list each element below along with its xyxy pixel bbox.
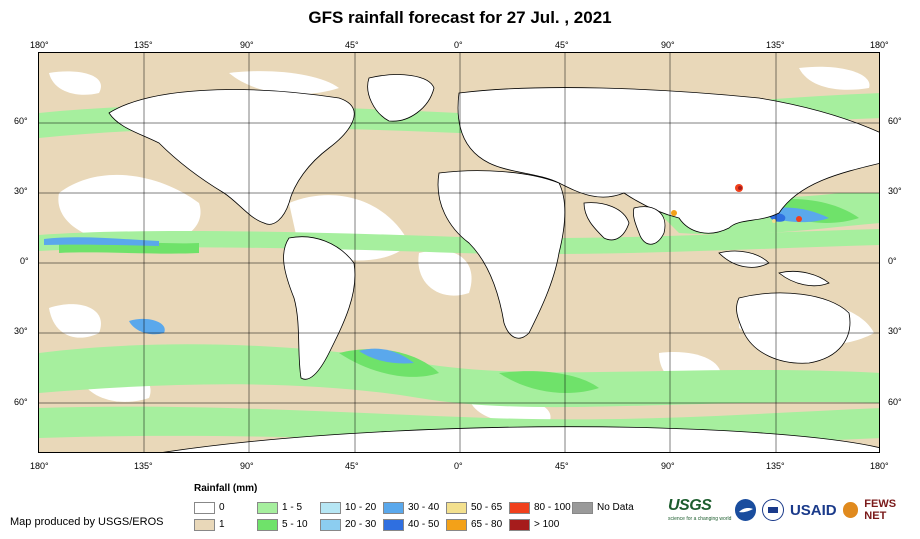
lon-tick-top: 180° (30, 40, 49, 50)
lon-tick-bottom: 135° (134, 461, 153, 471)
legend-swatch (572, 501, 593, 514)
usgs-logo-text: USGS (668, 497, 712, 514)
lat-tick-right: 60° (888, 397, 902, 407)
legend-item: 10 - 20 (320, 499, 383, 516)
lat-tick-right: 30° (888, 326, 902, 336)
lat-tick-right: 30° (888, 186, 902, 196)
noaa-bird-icon (738, 508, 753, 513)
legend-label: > 100 (534, 519, 560, 530)
lat-tick-right: 60° (888, 116, 902, 126)
lon-tick-bottom: 90° (661, 461, 675, 471)
lon-tick-top: 90° (240, 40, 254, 50)
legend-item: 1 - 5 (257, 499, 320, 516)
rain-bands-blue (44, 207, 829, 364)
legend-item: 0 (194, 499, 257, 516)
legend-swatch (509, 518, 530, 531)
graticule (39, 53, 879, 452)
map-title: GFS rainfall forecast for 27 Jul. , 2021 (308, 8, 612, 27)
lon-tick-bottom: 180° (870, 461, 889, 471)
lon-tick-top: 45° (555, 40, 569, 50)
legend-swatch (509, 501, 530, 514)
legend-item: > 100 (509, 516, 572, 533)
noaa-logo (734, 499, 757, 521)
legend: 0 1 - 5 10 - 20 30 - 40 50 - 65 80 - 100… (194, 499, 635, 533)
lat-tick-left: 30° (14, 186, 28, 196)
legend-label: 10 - 20 (345, 502, 377, 513)
rainfall-map (38, 52, 880, 453)
legend-swatch (257, 501, 278, 514)
legend-item: 65 - 80 (446, 516, 509, 533)
lon-tick-bottom: 45° (345, 461, 359, 471)
legend-label: 50 - 65 (471, 502, 503, 513)
dry-regions (49, 66, 874, 425)
legend-swatch (194, 518, 215, 531)
legend-label: 5 - 10 (282, 519, 308, 530)
legend-item: 5 - 10 (257, 516, 320, 533)
legend-label: 20 - 30 (345, 519, 377, 530)
legend-item: 1 (194, 516, 257, 533)
legend-swatch (383, 518, 404, 531)
legend-label: 30 - 40 (408, 502, 440, 513)
legend-swatch (446, 518, 467, 531)
lat-tick-left: 0° (20, 256, 29, 266)
legend-item: 30 - 40 (383, 499, 446, 516)
legend-label: No Data (597, 502, 634, 513)
rain-hotspots (671, 184, 802, 223)
usaid-logo-text: USAID (789, 501, 837, 519)
lon-tick-bottom: 135° (766, 461, 785, 471)
lat-tick-left: 30° (14, 326, 28, 336)
legend-item: 80 - 100 (509, 499, 572, 516)
usgs-tagline: science for a changing world (668, 516, 732, 522)
legend-swatch (383, 501, 404, 514)
lat-tick-left: 60° (14, 397, 28, 407)
legend-swatch (257, 518, 278, 531)
legend-label: 1 - 5 (282, 502, 303, 513)
fews-globe-icon (842, 502, 859, 518)
lon-tick-top: 135° (766, 40, 785, 50)
legend-swatch (320, 518, 341, 531)
legend-title: Rainfall (mm) (194, 483, 258, 494)
lon-tick-top: 0° (454, 40, 463, 50)
legend-swatch (194, 501, 215, 514)
lon-tick-bottom: 45° (555, 461, 569, 471)
legend-item: No Data (572, 499, 635, 516)
lat-tick-right: 0° (888, 256, 897, 266)
lat-tick-left: 60° (14, 116, 28, 126)
legend-label: 1 (219, 519, 225, 530)
legend-swatch (320, 501, 341, 514)
legend-item: 50 - 65 (446, 499, 509, 516)
legend-label: 65 - 80 (471, 519, 503, 530)
legend-item: 40 - 50 (383, 516, 446, 533)
legend-item: 20 - 30 (320, 516, 383, 533)
fews-logo-text: FEWS NET (864, 498, 897, 522)
rainfall-map-graphic (39, 53, 879, 452)
legend-swatch (446, 501, 467, 514)
lon-tick-top: 45° (345, 40, 359, 50)
map-credit: Map produced by USGS/EROS (10, 516, 164, 528)
legend-label: 40 - 50 (408, 519, 440, 530)
usaid-seal (762, 499, 784, 521)
lon-tick-bottom: 180° (30, 461, 49, 471)
lon-tick-bottom: 90° (240, 461, 254, 471)
legend-label: 80 - 100 (534, 502, 571, 513)
lon-tick-top: 180° (870, 40, 889, 50)
agency-logos: USGS science for a changing world USAID … (668, 497, 920, 523)
lon-tick-bottom: 0° (454, 461, 463, 471)
usaid-seal-icon (768, 507, 779, 513)
lon-tick-top: 135° (134, 40, 153, 50)
lon-tick-top: 90° (661, 40, 675, 50)
usgs-logo: USGS science for a changing world (668, 497, 732, 523)
legend-label: 0 (219, 502, 225, 513)
